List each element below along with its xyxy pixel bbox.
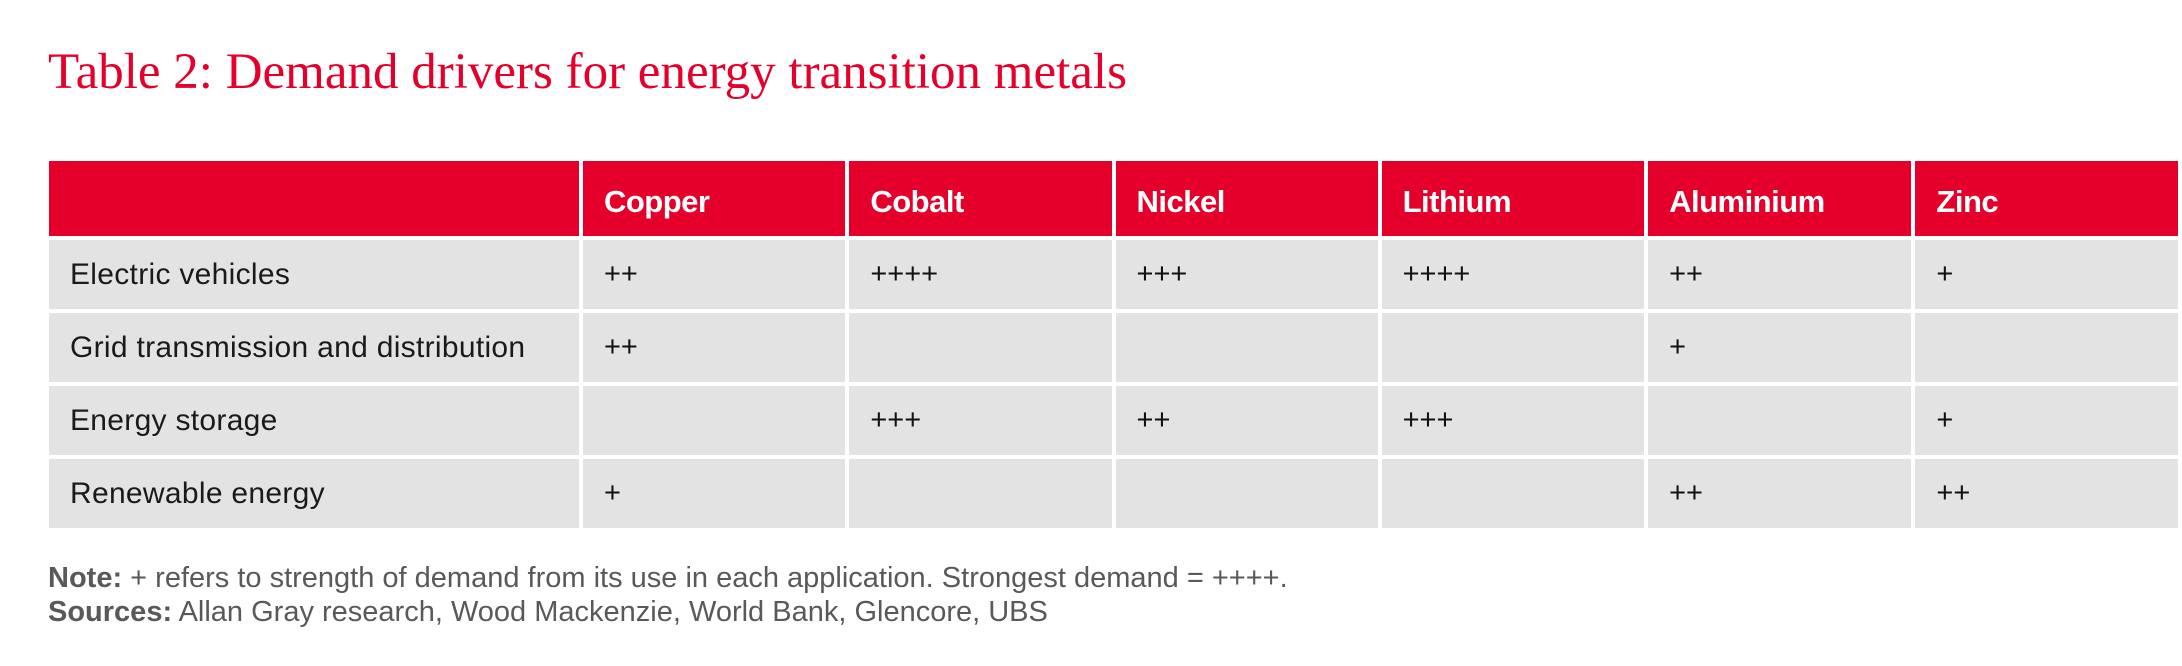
sources-text: Allan Gray research, Wood Mackenzie, Wor… — [172, 596, 1048, 628]
column-header-zinc: Zinc — [1915, 161, 2178, 236]
table-cell — [1381, 459, 1645, 528]
table-cell — [849, 459, 1112, 528]
table-row: Grid transmission and distribution ++ + — [49, 313, 2178, 382]
sources-label: Sources: — [48, 596, 173, 628]
column-header-lithium: Lithium — [1381, 161, 1645, 236]
table-notes: Note: + refers to strength of demand fro… — [48, 561, 1288, 629]
table-cell: +++ — [1381, 386, 1645, 455]
note-line: Note: + refers to strength of demand fro… — [48, 561, 1288, 595]
table-cell: ++ — [582, 240, 846, 309]
column-header-nickel: Nickel — [1115, 161, 1378, 236]
table-cell — [1115, 313, 1378, 382]
table-cell: ++ — [1915, 459, 2178, 528]
table-cell: ++ — [1115, 386, 1378, 455]
column-header-aluminium: Aluminium — [1648, 161, 1912, 236]
table-row: Electric vehicles ++ ++++ +++ ++++ ++ + — [49, 240, 2178, 309]
table-row: Renewable energy + ++ ++ — [49, 459, 2178, 528]
row-label: Grid transmission and distribution — [49, 313, 579, 382]
sources-line: Sources: Allan Gray research, Wood Macke… — [48, 595, 1288, 629]
table-cell: ++ — [582, 313, 846, 382]
table-cell: ++ — [1648, 240, 1912, 309]
column-header-copper: Copper — [582, 161, 846, 236]
table-cell: + — [1915, 386, 2178, 455]
table-cell: ++++ — [1381, 240, 1645, 309]
table-cell — [1915, 313, 2178, 382]
note-label: Note: — [48, 562, 123, 594]
table-cell: ++++ — [849, 240, 1112, 309]
column-header-blank — [49, 161, 579, 236]
note-text: + refers to strength of demand from its … — [122, 562, 1288, 594]
column-header-cobalt: Cobalt — [849, 161, 1112, 236]
table-cell: +++ — [1115, 240, 1378, 309]
table-cell: + — [1648, 313, 1912, 382]
table-cell: ++ — [1648, 459, 1912, 528]
table-row: Energy storage +++ ++ +++ + — [49, 386, 2178, 455]
table-cell — [1648, 386, 1912, 455]
table-cell: +++ — [849, 386, 1112, 455]
demand-drivers-table: Copper Cobalt Nickel Lithium Aluminium Z… — [45, 157, 2182, 532]
table-cell — [849, 313, 1112, 382]
page-title: Table 2: Demand drivers for energy trans… — [48, 44, 1127, 100]
table-cell — [582, 386, 846, 455]
row-label: Electric vehicles — [49, 240, 579, 309]
row-label: Renewable energy — [49, 459, 579, 528]
row-label: Energy storage — [49, 386, 579, 455]
table-cell — [1381, 313, 1645, 382]
table-cell: + — [582, 459, 846, 528]
table-header-row: Copper Cobalt Nickel Lithium Aluminium Z… — [49, 161, 2178, 236]
table-cell: + — [1915, 240, 2178, 309]
table-cell — [1115, 459, 1378, 528]
